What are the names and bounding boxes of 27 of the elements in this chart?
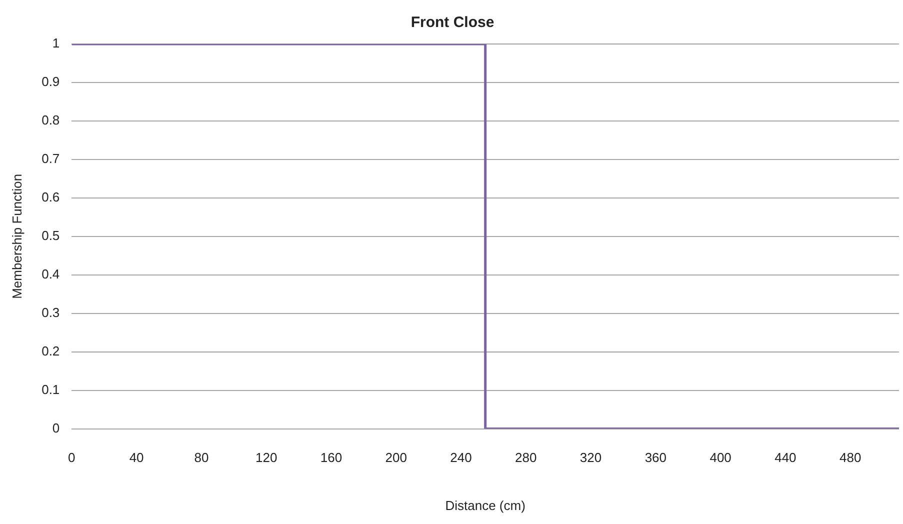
x-tick-label: 160 xyxy=(320,450,342,466)
x-tick-label: 0 xyxy=(68,450,76,466)
y-tick-label: 0.8 xyxy=(42,112,60,128)
x-tick-label: 120 xyxy=(255,450,278,466)
y-tick-label: 0.4 xyxy=(42,266,60,282)
x-tick-label: 280 xyxy=(515,450,537,466)
y-tick-label: 0.7 xyxy=(42,151,60,166)
x-tick-label: 200 xyxy=(385,450,407,466)
x-tick-label: 480 xyxy=(839,450,862,466)
x-tick-label: 360 xyxy=(644,450,667,466)
y-tick-label: 1 xyxy=(52,36,60,51)
x-tick-label: 400 xyxy=(710,450,732,466)
y-tick-label: 0.2 xyxy=(42,343,60,358)
x-tick-label: 320 xyxy=(580,450,602,466)
y-tick-label: 0.9 xyxy=(42,74,60,90)
y-tick-label: 0 xyxy=(52,420,60,436)
chart-title: Front Close xyxy=(410,14,494,32)
y-tick-label: 0.1 xyxy=(42,382,60,397)
y-tick-label: 0.5 xyxy=(42,228,60,243)
y-tick-label: 0.6 xyxy=(42,190,60,204)
x-axis-title: Distance (cm) xyxy=(445,498,526,513)
x-tick-label: 240 xyxy=(450,450,472,466)
x-tick-label: 80 xyxy=(194,450,209,466)
y-tick-label: 0.3 xyxy=(42,304,60,320)
x-tick-label: 440 xyxy=(774,450,796,466)
x-tick-label: 40 xyxy=(129,450,144,466)
y-axis-title: Membership Function xyxy=(9,174,24,299)
